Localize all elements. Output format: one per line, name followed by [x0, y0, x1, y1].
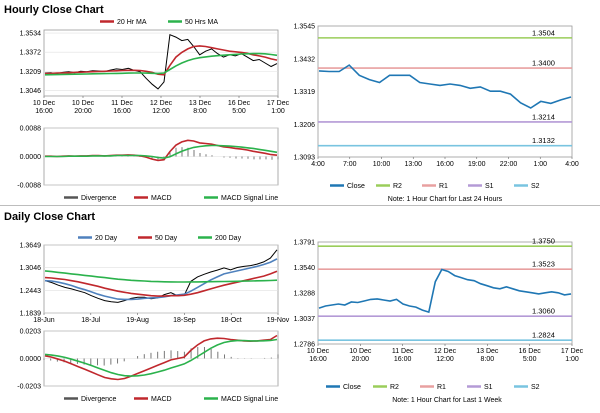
daily-pivot-x-tick-label: 11 Dec 16:00 — [392, 348, 414, 363]
daily-pivot-series-close — [318, 268, 572, 314]
hourly-pivot-level-s1-label: 1.3214 — [532, 112, 555, 121]
section-divider — [0, 205, 600, 206]
hourly-pivot-y-tick-label: 1.3432 — [294, 56, 316, 63]
hourly-pivot-x-tick-label: 4:00 — [311, 161, 325, 168]
hourly-pivot-x-tick-label: 4:00 — [565, 161, 579, 168]
hourly-price-y-tick-label: 1.3534 — [20, 31, 42, 38]
daily-pivot-x-tick-label: 12 Dec 12:00 — [434, 348, 457, 363]
daily-pivot-legend-label: S1 — [484, 384, 493, 391]
hourly-pivot-level-r2-label: 1.3504 — [532, 28, 555, 37]
hourly-macd-legend-label: MACD Signal Line — [221, 195, 278, 202]
daily-pivot-x-tick-label: 17 Dec 1:00 — [561, 348, 584, 363]
daily-pivot-level-s2-label: 1.2824 — [532, 331, 555, 340]
hourly-pivot-x-tick-label: 22:00 — [500, 161, 518, 168]
hourly-price-legend-label: 20 Hr MA — [117, 19, 147, 26]
hourly-pivot-x-tick-label: 1:00 — [533, 161, 547, 168]
hourly-pivot-legend-label: S2 — [531, 183, 540, 190]
hourly-price-y-tick-label: 1.3209 — [20, 69, 42, 76]
daily-price-plot-frame — [43, 244, 279, 314]
daily-pivot-y-tick-label: 1.3540 — [294, 265, 316, 272]
hourly-pivot-legend-label: R1 — [439, 183, 448, 190]
hourly-pivot-y-tick-label: 1.3093 — [294, 155, 316, 162]
daily-pivot-x-tick-label: 13 Dec 8:00 — [476, 348, 499, 363]
daily-macd-legend-label: MACD — [151, 396, 172, 403]
hourly-pivot-legend-label: Close — [347, 183, 365, 190]
daily-macd-legend-label: Divergence — [81, 396, 117, 403]
daily-pivot-legend-label: R1 — [437, 384, 446, 391]
daily-pivot-x-tick-label: 10 Dec 20:00 — [349, 348, 372, 363]
hourly-price-x-tick-label: 10 Dec 20:00 — [72, 100, 95, 115]
hourly-macd-legend-label: Divergence — [81, 195, 117, 202]
hourly-pivot-y-tick-label: 1.3545 — [294, 24, 316, 31]
daily-price-legend-label: 200 Day — [215, 235, 242, 242]
daily-pivot-legend-label: R2 — [390, 384, 399, 391]
hourly-pivot-legend-label: S1 — [485, 183, 494, 190]
daily-pivot-y-tick-label: 1.3791 — [294, 240, 316, 247]
daily-pivot-x-tick-label: 16 Dec 5:00 — [519, 348, 542, 363]
hourly-pivot-plot-frame — [317, 25, 573, 158]
hourly-price-legend-label: 50 Hrs MA — [185, 19, 218, 26]
daily-price-legend-label: 20 Day — [95, 235, 118, 242]
hourly-macd-y-tick-label: 0.0000 — [20, 154, 42, 161]
hourly-price-y-tick-label: 1.3046 — [20, 88, 42, 95]
hourly-macd-y-tick-label: -0.0088 — [17, 183, 41, 190]
daily-macd-series-macd-signal-line — [44, 338, 278, 377]
daily-price-x-tick-label: 18-Sep — [173, 317, 196, 324]
hourly-price-series-20-hr-ma — [44, 45, 278, 76]
hourly-pivot-legend-label: R2 — [393, 183, 402, 190]
hourly-pivot-level-r1-label: 1.3400 — [532, 59, 555, 68]
hourly-price-x-tick-label: 12 Dec 12:00 — [150, 100, 173, 115]
hourly-pivot-level-s2-label: 1.3132 — [532, 136, 555, 145]
hourly-macd-y-tick-label: 0.0088 — [20, 126, 42, 133]
hourly-price-x-tick-label: 17 Dec 1:00 — [267, 100, 290, 115]
daily-price-series-200-day — [44, 270, 278, 283]
daily-price-y-tick-label: 1.2443 — [20, 288, 42, 295]
hourly-pivot-x-tick-label: 10:00 — [373, 161, 391, 168]
hourly-note: Note: 1 Hour Chart for Last 24 Hours — [388, 196, 503, 203]
daily-price-y-tick-label: 1.3046 — [20, 265, 42, 272]
daily-price-x-tick-label: 18-Jun — [33, 317, 55, 324]
daily-pivot-legend-label: Close — [343, 384, 361, 391]
daily-macd-y-tick-label: -0.0203 — [17, 384, 41, 391]
hourly-section-title: Hourly Close Chart — [4, 4, 104, 16]
daily-note: Note: 1 Hour Chart for Last 1 Week — [392, 397, 502, 404]
hourly-price-x-tick-label: 13 Dec 8:00 — [189, 100, 212, 115]
hourly-pivot-series-close — [318, 64, 572, 109]
hourly-price-series-50-hrs-ma — [44, 52, 278, 76]
daily-price-y-tick-label: 1.1839 — [20, 311, 42, 318]
hourly-macd-legend-label: MACD — [151, 195, 172, 202]
hourly-pivot-y-tick-label: 1.3319 — [294, 89, 316, 96]
daily-price-x-tick-label: 19-Nov — [267, 317, 290, 324]
daily-price-series-20-day — [44, 258, 278, 301]
daily-pivot-y-tick-label: 1.3037 — [294, 316, 316, 323]
daily-pivot-level-s1-label: 1.3060 — [532, 307, 555, 316]
daily-pivot-legend-label: S2 — [531, 384, 540, 391]
daily-price-legend-label: 50 Day — [155, 235, 178, 242]
daily-pivot-level-r2-label: 1.3750 — [532, 237, 555, 246]
daily-pivot-level-r1-label: 1.3523 — [532, 260, 555, 269]
hourly-pivot-x-tick-label: 7:00 — [343, 161, 357, 168]
hourly-pivot-y-tick-label: 1.3206 — [294, 122, 316, 129]
hourly-price-x-tick-label: 10 Dec 16:00 — [33, 100, 56, 115]
daily-section-title: Daily Close Chart — [4, 211, 96, 223]
daily-price-y-tick-label: 1.3649 — [20, 243, 42, 250]
daily-price-x-tick-label: 18-Jul — [81, 317, 101, 324]
hourly-pivot-x-tick-label: 19:00 — [468, 161, 486, 168]
daily-price-x-tick-label: 18-Oct — [221, 317, 242, 324]
daily-price-x-tick-label: 19-Aug — [126, 317, 149, 324]
hourly-macd-series-macd-signal-line — [45, 144, 278, 159]
hourly-price-x-tick-label: 16 Dec 5:00 — [228, 100, 251, 115]
hourly-pivot-x-tick-label: 13:00 — [404, 161, 422, 168]
daily-macd-y-tick-label: 0.0203 — [20, 329, 42, 336]
daily-macd-y-tick-label: 0.0000 — [20, 356, 42, 363]
daily-pivot-y-tick-label: 1.2786 — [294, 342, 316, 349]
daily-macd-legend-label: MACD Signal Line — [221, 396, 278, 403]
daily-pivot-y-tick-label: 1.3288 — [294, 291, 316, 298]
hourly-pivot-x-tick-label: 16:00 — [436, 161, 454, 168]
daily-pivot-x-tick-label: 10 Dec 16:00 — [307, 348, 330, 363]
hourly-price-y-tick-label: 1.3372 — [20, 50, 42, 57]
hourly-price-x-tick-label: 11 Dec 16:00 — [111, 100, 133, 115]
